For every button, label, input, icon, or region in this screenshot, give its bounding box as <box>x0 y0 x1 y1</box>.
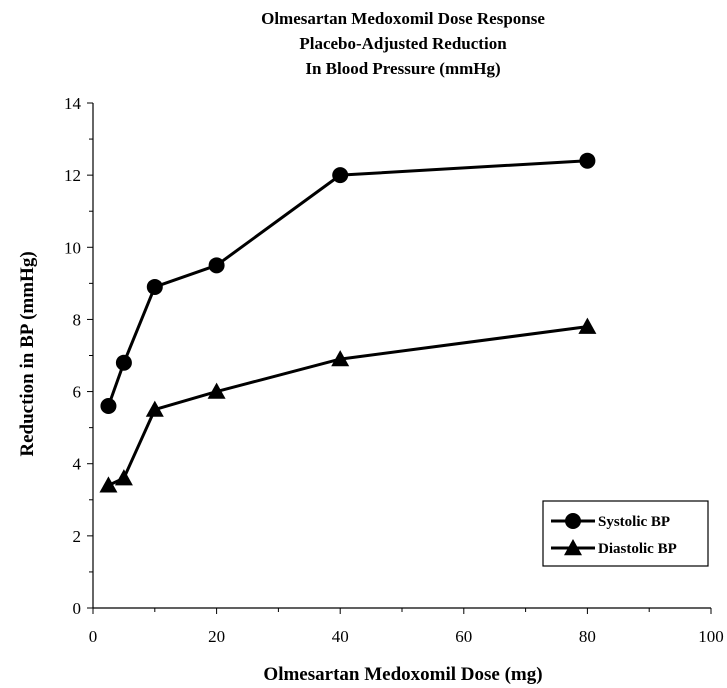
x-tick-label: 0 <box>89 627 98 646</box>
diastolic-bp-point <box>145 400 164 417</box>
y-tick-label: 2 <box>73 527 82 546</box>
systolic-bp-series <box>100 152 596 414</box>
systolic-bp-point <box>100 398 117 414</box>
systolic-bp-point <box>115 354 132 371</box>
x-tick-label: 40 <box>332 627 349 646</box>
chart-title-line-3: In Blood Pressure (mmHg) <box>305 59 500 78</box>
chart-title-line-2: Placebo-Adjusted Reduction <box>299 34 507 53</box>
legend-diastolic-bp-label: Diastolic BP <box>598 541 677 557</box>
systolic-bp-point <box>579 152 596 169</box>
y-tick-label: 0 <box>73 599 82 618</box>
y-tick-label: 8 <box>73 310 82 329</box>
axes: 0 2 4 6 8 10 12 14 0 20 40 60 80 100 <box>64 94 724 646</box>
x-axis-title: Olmesartan Medoxomil Dose (mg) <box>263 664 542 685</box>
systolic-bp-point <box>146 278 163 295</box>
y-tick-label: 10 <box>64 238 81 257</box>
y-tick-label: 12 <box>64 166 81 185</box>
y-tick-label: 4 <box>73 455 82 474</box>
diastolic-bp-line <box>107 325 588 487</box>
diastolic-bp-series <box>99 317 597 493</box>
diastolic-bp-point <box>331 350 350 367</box>
diastolic-bp-point <box>99 476 118 493</box>
y-tick-label: 6 <box>73 383 82 402</box>
systolic-bp-point <box>208 257 225 274</box>
x-tick-label: 100 <box>698 627 724 646</box>
systolic-bp-point <box>332 167 349 184</box>
chart-title-line-1: Olmesartan Medoxomil Dose Response <box>261 9 545 28</box>
legend-systolic-bp-label: Systolic BP <box>598 514 670 530</box>
y-axis-title: Reduction in BP (mmHg) <box>17 251 38 456</box>
diastolic-bp-point <box>207 382 226 399</box>
legend-systolic-bp-marker <box>565 513 581 529</box>
x-tick-label: 60 <box>455 627 472 646</box>
diastolic-bp-point <box>114 469 133 486</box>
systolic-bp-line <box>107 159 588 407</box>
x-tick-label: 80 <box>579 627 596 646</box>
chart-title: Olmesartan Medoxomil Dose Response Place… <box>261 9 545 78</box>
series-layer <box>99 152 597 493</box>
diastolic-bp-point <box>578 317 597 334</box>
x-tick-label: 20 <box>208 627 225 646</box>
legend: Systolic BP Diastolic BP <box>542 500 709 567</box>
y-tick-label: 14 <box>64 94 82 113</box>
legend-diastolic-bp-marker <box>564 539 582 556</box>
